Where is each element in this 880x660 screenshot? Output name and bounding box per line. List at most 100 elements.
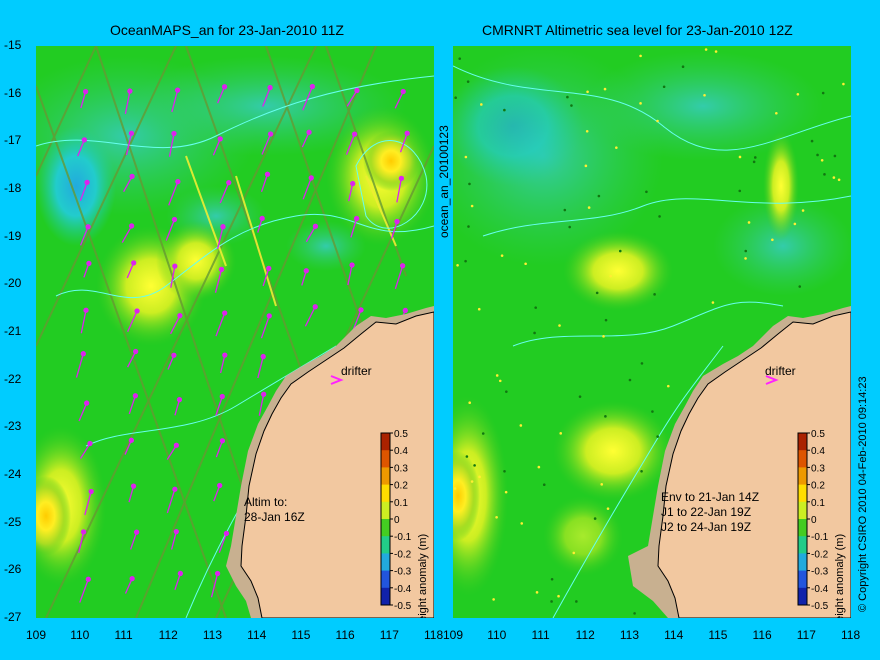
observation-dot	[823, 173, 826, 176]
observation-dot	[658, 215, 661, 218]
longitude-tick: 116	[752, 628, 772, 642]
velocity-arrow-head	[128, 130, 135, 136]
observation-dot	[752, 160, 756, 164]
colorbar-tick-label: 0.4	[394, 446, 408, 457]
velocity-arrow-head	[132, 348, 139, 355]
velocity-arrow	[210, 573, 219, 598]
velocity-arrow	[346, 90, 358, 107]
velocity-arrow-head	[130, 483, 137, 489]
observation-dot	[535, 591, 539, 594]
velocity-arrow	[171, 89, 179, 113]
velocity-arrow-head	[134, 308, 140, 314]
velocity-arrow	[262, 268, 270, 287]
velocity-arrow	[215, 440, 224, 458]
velocity-arrow	[302, 86, 313, 111]
observation-dot	[520, 522, 524, 525]
observation-dot	[793, 222, 797, 226]
velocity-arrow	[350, 218, 358, 238]
observation-dot	[602, 335, 605, 338]
sea-level-high-region	[36, 476, 71, 556]
observation-dot	[586, 90, 589, 94]
colorbar-tick-label: 0.4	[811, 446, 825, 457]
velocity-arrow	[260, 174, 269, 193]
velocity-arrow-head	[127, 88, 133, 94]
observation-dot	[557, 594, 560, 598]
observation-dot	[651, 410, 654, 413]
observation-dot	[533, 331, 536, 335]
observation-dot	[615, 146, 618, 149]
latitude-tick: -25	[4, 514, 22, 529]
colorbar-segment	[798, 536, 807, 554]
colorbar-tick-label: 0.3	[394, 463, 408, 474]
velocity-arrow	[219, 354, 226, 374]
longitude-tick: 113	[619, 628, 640, 642]
observation-dot	[542, 483, 546, 487]
colorbar-segment	[798, 587, 807, 606]
colorbar-tick-label: -0.2	[811, 549, 829, 560]
velocity-arrow-head	[128, 437, 135, 443]
velocity-arrow-head	[398, 175, 405, 182]
observation-dot	[456, 263, 459, 267]
sea-level-high-region	[563, 231, 673, 311]
colorbar-segment	[381, 433, 390, 451]
velocity-arrow-head	[400, 88, 406, 95]
longitude-tick: 112	[158, 628, 178, 642]
velocity-arrow-head	[176, 397, 183, 403]
velocity-arrow-head	[83, 307, 89, 313]
observation-dot	[495, 374, 499, 377]
velocity-arrow	[170, 315, 181, 335]
observation-dot	[753, 156, 757, 159]
observation-dot	[453, 487, 457, 490]
velocity-arrow	[168, 133, 175, 157]
longitude-tick: 109	[443, 628, 464, 642]
sea-level-high-region	[453, 396, 508, 596]
velocity-arrow	[394, 265, 404, 290]
colorbar-tick-label: -0.4	[394, 584, 412, 595]
velocity-arrow	[166, 444, 177, 460]
observation-dot	[810, 139, 814, 143]
velocity-arrow	[301, 131, 310, 148]
colorbar-tick-label: 0.5	[811, 429, 825, 440]
colorbar-tick-label: 0	[394, 515, 400, 526]
observation-dot	[534, 306, 537, 309]
observation-dot	[470, 204, 474, 208]
velocity-arrow-head	[266, 265, 272, 272]
observation-dot	[597, 194, 601, 198]
observation-dot	[604, 318, 608, 322]
observation-dot	[821, 91, 825, 95]
altimetric-map: 0.5 0.4 0.3 0.2 0.1 0 -0.1 -0.2 -0.3 -0.4 -0.5	[453, 46, 851, 618]
velocity-arrow	[78, 531, 85, 554]
sat-annotation-line1: Env to 21-Jan 14Z	[661, 490, 760, 504]
observation-dot	[550, 577, 554, 581]
colorbar-segment	[798, 553, 807, 572]
latitude-tick: -17	[4, 133, 22, 148]
velocity-arrow-head	[309, 83, 316, 90]
observation-dot	[640, 362, 644, 365]
velocity-arrow-head	[175, 179, 181, 185]
velocity-arrow-head	[349, 262, 355, 268]
velocity-arrow	[257, 356, 264, 379]
observation-dot	[572, 551, 576, 555]
velocity-arrow	[348, 183, 354, 202]
altimeter-high-segments	[185, 155, 397, 307]
velocity-arrow-head	[171, 352, 177, 358]
velocity-arrow-head	[82, 88, 89, 95]
velocity-arrow-head	[131, 260, 137, 266]
sea-level-high-region	[543, 496, 623, 576]
velocity-arrow-head	[261, 391, 267, 397]
observation-dot	[524, 262, 527, 266]
colorbar-segment	[381, 467, 390, 486]
observation-dot	[470, 480, 474, 483]
observation-dot	[703, 93, 706, 97]
colorbar: 0.5 0.4 0.3 0.2 0.1 0 -0.1 -0.2 -0.3 -0.4 -0.5	[380, 429, 412, 612]
velocity-arrow-head	[222, 352, 228, 358]
velocity-arrow-head	[312, 304, 318, 310]
observation-dot	[628, 378, 632, 382]
velocity-arrow-head	[177, 313, 183, 319]
velocity-arrow	[258, 394, 265, 416]
longitude-tick: 112	[575, 628, 595, 642]
colorbar-segment	[798, 467, 807, 486]
observation-dot	[454, 96, 457, 100]
longitude-tick: 114	[664, 628, 684, 642]
velocity-arrow	[174, 573, 181, 591]
